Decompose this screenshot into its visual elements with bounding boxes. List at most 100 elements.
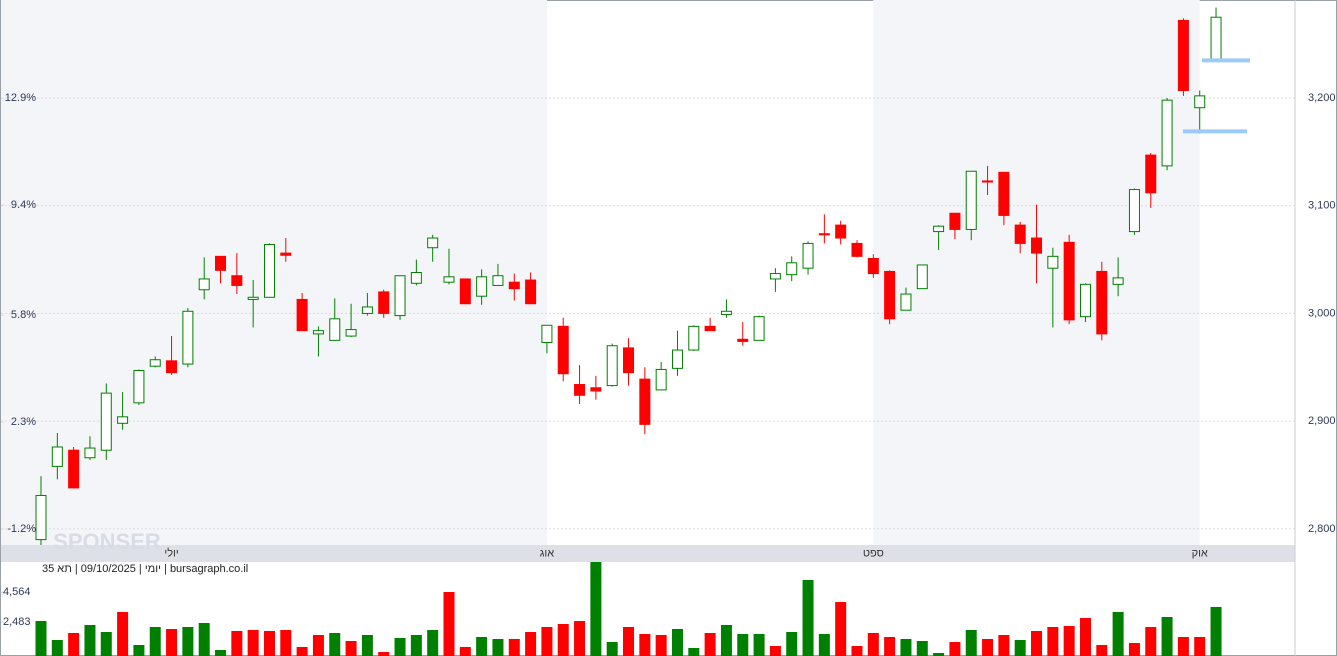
candle-body <box>51 446 63 467</box>
volume-bar <box>215 650 227 656</box>
volume-bar <box>671 628 683 656</box>
candle-body <box>982 180 994 183</box>
candle-body <box>378 291 390 314</box>
candle-body <box>933 225 945 233</box>
candle-body <box>949 212 961 230</box>
candle-body <box>590 387 602 392</box>
volume-bar <box>1161 617 1173 656</box>
candle-body <box>394 275 406 317</box>
volume-bar <box>720 625 732 656</box>
volume-bar <box>1112 612 1124 656</box>
volume-bar <box>835 602 847 656</box>
y2-tick-label: 5.8% <box>11 309 36 321</box>
volume-bar <box>1096 645 1108 656</box>
candle-body <box>508 281 520 290</box>
candle-body <box>1161 99 1173 167</box>
volume-bar <box>345 640 357 656</box>
candle-body <box>557 325 569 375</box>
candle-body <box>1079 283 1091 318</box>
volume-bar <box>329 632 341 656</box>
candle-body <box>247 296 259 300</box>
candle-body <box>623 347 635 374</box>
candle-body <box>215 255 227 271</box>
x-tick-label: אוק <box>1192 547 1208 559</box>
candle-body <box>1210 16 1222 61</box>
candle-body <box>1096 270 1108 335</box>
volume-bar <box>769 645 781 656</box>
volume-tick-label: 4,564 <box>3 586 31 598</box>
y-tick-label: 2,900 <box>1308 415 1336 427</box>
volume-bar <box>851 645 863 656</box>
volume-bar <box>68 632 80 656</box>
candle-body <box>231 275 243 286</box>
volume-bar <box>1031 630 1043 656</box>
candle-body <box>639 378 651 425</box>
volume-bar <box>655 635 667 656</box>
candle-body <box>133 370 145 404</box>
candle-body <box>1063 241 1075 321</box>
candle-body <box>361 306 373 314</box>
volume-bar <box>1145 627 1157 656</box>
candle-body <box>459 278 471 305</box>
volume-tick-label: 2,483 <box>3 616 31 628</box>
candle-body <box>329 318 341 341</box>
volume-bar <box>394 637 406 656</box>
volume-bar <box>623 627 635 656</box>
candle-body <box>851 242 863 257</box>
volume-bar <box>100 632 112 656</box>
volume-bar <box>965 630 977 656</box>
y-tick-label: 3,200 <box>1308 92 1336 104</box>
volume-bar <box>149 627 161 656</box>
volume-bar <box>606 642 618 656</box>
candle-body <box>1128 189 1140 233</box>
volume-bar <box>1194 637 1206 656</box>
volume-bar <box>459 647 471 656</box>
volume-bar <box>476 637 488 656</box>
x-tick-label: יולי <box>164 546 178 559</box>
volume-bar <box>590 562 602 656</box>
y2-tick-label: 9.4% <box>11 199 36 211</box>
volume-bar <box>182 627 194 656</box>
volume-bar <box>1177 637 1189 656</box>
candle-body <box>166 360 178 374</box>
volume-bar <box>818 633 830 656</box>
candle-body <box>606 345 618 387</box>
volume-bar <box>51 640 63 656</box>
volume-bar <box>361 635 373 656</box>
candle-body <box>1194 95 1206 109</box>
volume-bar <box>1079 617 1091 656</box>
volume-bar <box>541 627 553 656</box>
volume-bar <box>900 638 912 656</box>
volume-bar <box>1063 625 1075 656</box>
candle-body <box>1047 255 1059 269</box>
candle-body <box>263 243 275 298</box>
candle-body <box>525 279 537 305</box>
candle-body <box>1177 19 1189 91</box>
candle-body <box>1014 224 1026 244</box>
volume-bar <box>198 622 210 656</box>
candle-body <box>835 224 847 239</box>
volume-bar <box>1047 627 1059 656</box>
volume-bar <box>802 579 814 656</box>
volume-bar <box>410 635 422 656</box>
volume-bar <box>933 652 945 656</box>
candle-body <box>117 416 129 424</box>
volume-bar <box>574 620 586 656</box>
volume-bar <box>704 632 716 656</box>
candle-body <box>671 349 683 369</box>
volume-bar <box>753 633 765 656</box>
y-tick-label: 2,800 <box>1308 523 1336 535</box>
volume-bar <box>427 630 439 656</box>
candle-body <box>802 242 814 269</box>
candle-body <box>753 316 765 341</box>
volume-bar <box>263 630 275 656</box>
candle-body <box>35 494 47 541</box>
x-tick-label: אוג <box>540 547 555 559</box>
volume-bar <box>688 647 700 656</box>
month-bar <box>1 545 1295 562</box>
candle-body <box>427 237 439 249</box>
candle-body <box>1112 277 1124 285</box>
y2-tick-label: -1.2% <box>7 523 36 535</box>
candle-body <box>884 270 896 320</box>
